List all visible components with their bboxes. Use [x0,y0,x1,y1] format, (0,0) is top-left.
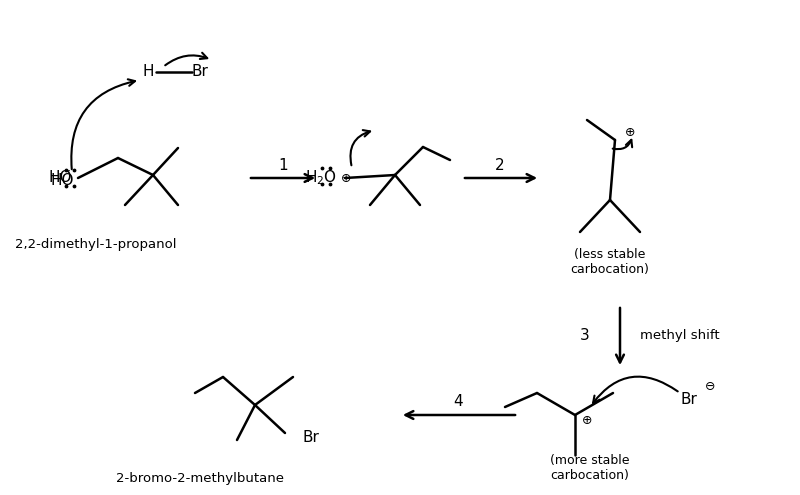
Text: $\oplus$: $\oplus$ [624,126,636,139]
Text: 4: 4 [453,395,463,409]
Text: Br: Br [303,430,320,445]
Text: HO: HO [48,170,71,186]
Text: 2: 2 [495,157,505,172]
Text: 3: 3 [580,328,590,343]
Text: 2,2-dimethyl-1-propanol: 2,2-dimethyl-1-propanol [15,238,177,251]
Text: H$_2$O: H$_2$O [305,169,337,187]
Text: Br: Br [191,64,209,80]
Text: 2-bromo-2-methylbutane: 2-bromo-2-methylbutane [116,472,284,485]
Text: $\oplus$: $\oplus$ [582,413,593,427]
Text: (less stable
carbocation): (less stable carbocation) [570,248,650,276]
Text: H: H [142,64,154,80]
Text: HÖ: HÖ [50,172,74,188]
Text: 1: 1 [278,157,288,172]
Text: (more stable
carbocation): (more stable carbocation) [550,454,630,482]
Text: methyl shift: methyl shift [640,329,720,342]
Text: $\ominus$: $\ominus$ [704,381,716,394]
Text: Br: Br [680,393,697,407]
Text: $\oplus$: $\oplus$ [340,171,351,185]
